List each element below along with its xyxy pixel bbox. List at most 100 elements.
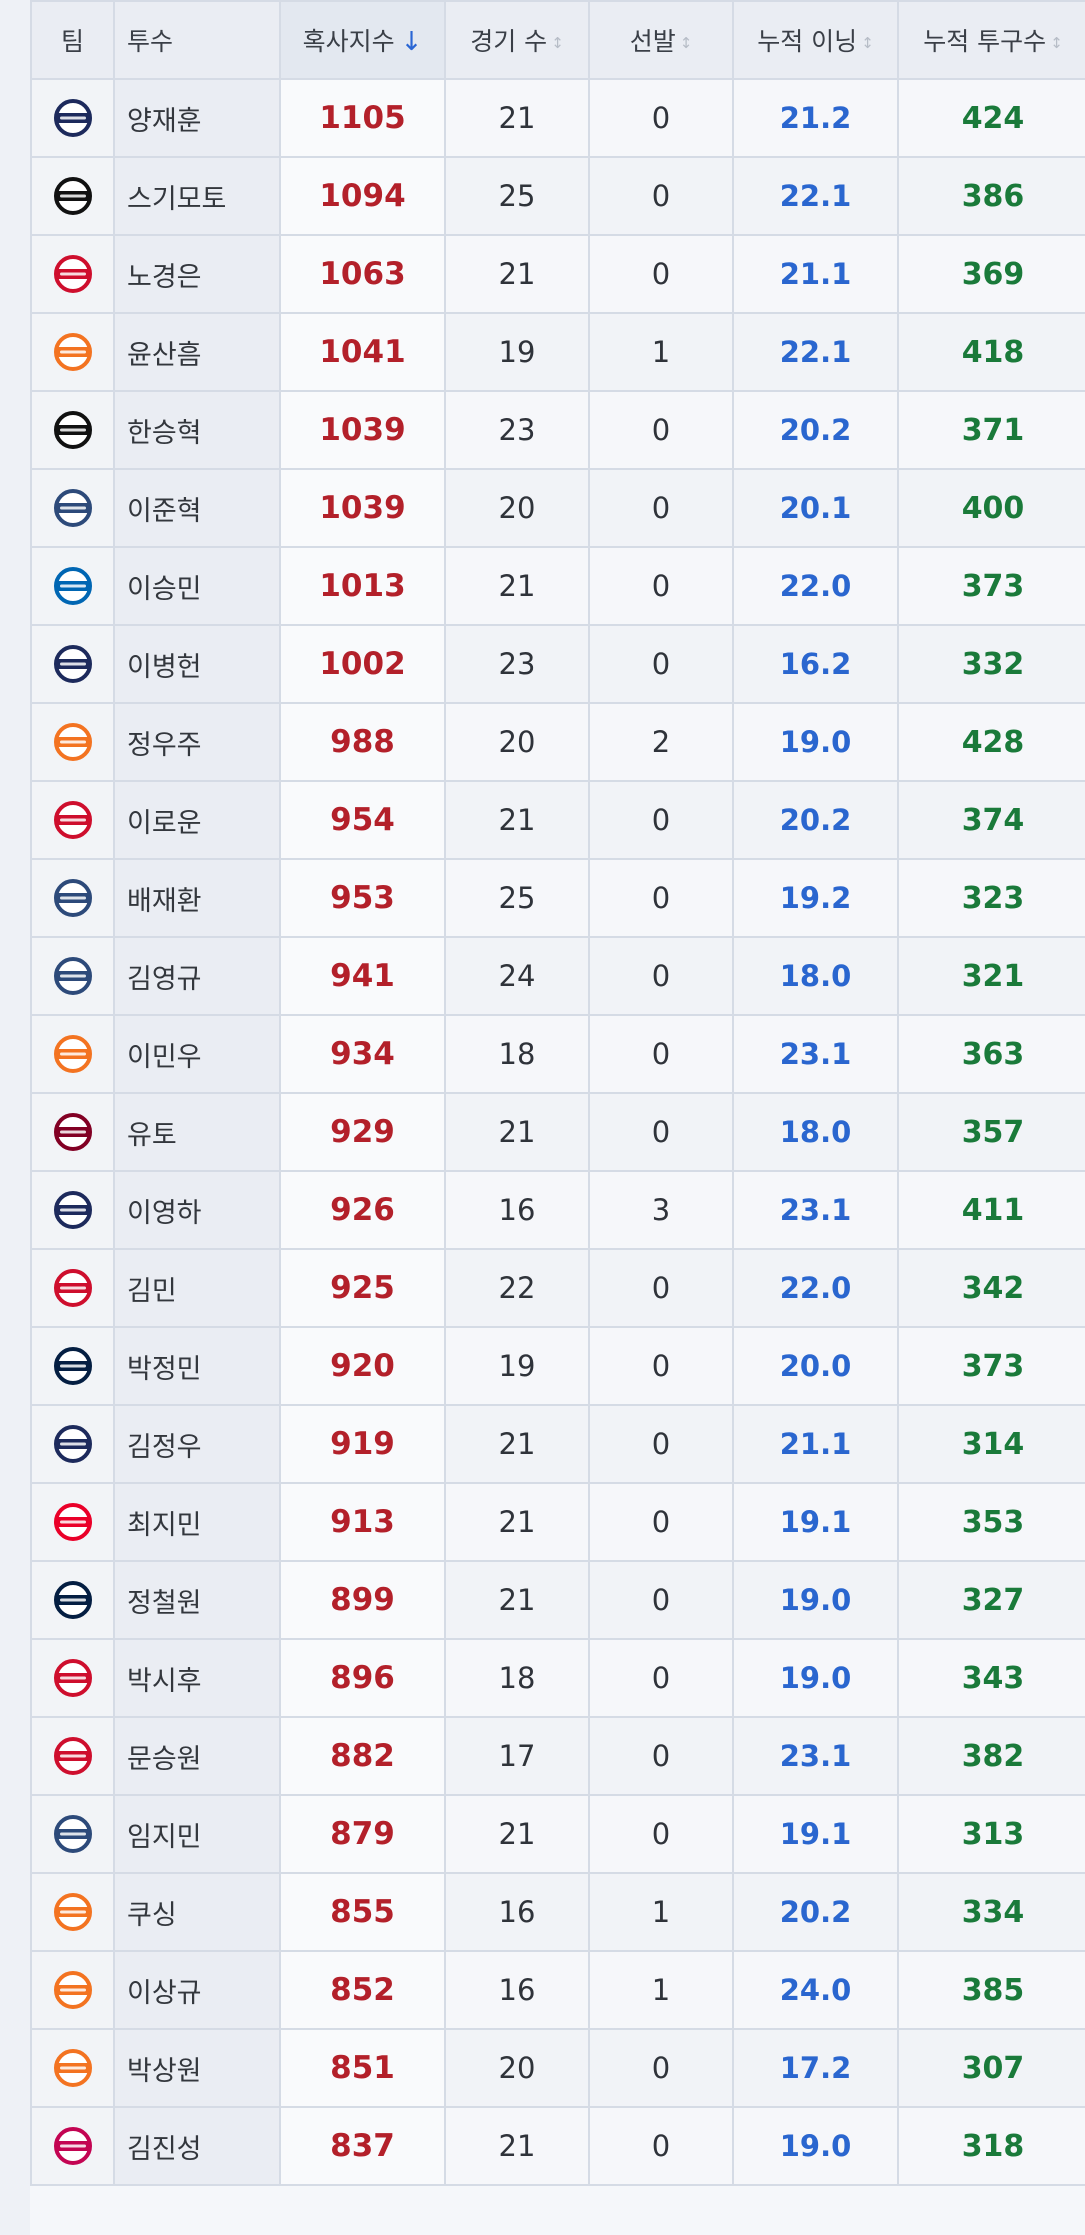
pitches-value: 371 — [897, 390, 1085, 470]
header-games[interactable]: 경기 수 ↕ — [444, 0, 590, 80]
pitcher-name: 이승민 — [113, 546, 281, 626]
innings-value: 20.1 — [732, 468, 899, 548]
pitcher-name: 박상원 — [113, 2028, 281, 2108]
pitches-value: 332 — [897, 624, 1085, 704]
team-cell — [30, 546, 115, 626]
team-cell — [30, 1248, 115, 1328]
games-value: 23 — [444, 390, 590, 470]
team-logo-dinos-icon — [52, 487, 94, 529]
team-cell — [30, 936, 115, 1016]
starts-value: 0 — [588, 1482, 734, 1562]
team-logo-dinos-icon — [52, 955, 94, 997]
games-value: 16 — [444, 1170, 590, 1250]
team-logo-kt-wiz-icon — [52, 175, 94, 217]
team-cell — [30, 2106, 115, 2186]
team-cell — [30, 1482, 115, 1562]
strikeout-index-value: 1039 — [279, 468, 446, 548]
pitches-value: 386 — [897, 156, 1085, 236]
games-value: 21 — [444, 1404, 590, 1484]
games-value: 19 — [444, 1326, 590, 1406]
games-value: 21 — [444, 780, 590, 860]
pitcher-name: 배재환 — [113, 858, 281, 938]
games-value: 20 — [444, 468, 590, 548]
header-strikeout-index[interactable]: 혹사지수 ↓ — [279, 0, 446, 80]
pitches-value: 373 — [897, 546, 1085, 626]
team-cell — [30, 468, 115, 548]
innings-value: 19.2 — [732, 858, 899, 938]
header-team: 팀 — [30, 0, 115, 80]
pitches-value: 318 — [897, 2106, 1085, 2186]
pitcher-name: 유토 — [113, 1092, 281, 1172]
strikeout-index-value: 929 — [279, 1092, 446, 1172]
table-row: 김영규 941 24 0 18.0 321 — [30, 936, 1085, 1016]
table-row: 임지민 879 21 0 19.1 313 — [30, 1794, 1085, 1874]
pitcher-name: 문승원 — [113, 1716, 281, 1796]
games-value: 21 — [444, 234, 590, 314]
pitcher-name: 박정민 — [113, 1326, 281, 1406]
table-row: 박정민 920 19 0 20.0 373 — [30, 1326, 1085, 1406]
starts-value: 0 — [588, 1638, 734, 1718]
team-cell — [30, 1014, 115, 1094]
pitches-value: 418 — [897, 312, 1085, 392]
pitcher-name: 김정우 — [113, 1404, 281, 1484]
games-value: 21 — [444, 1560, 590, 1640]
team-logo-eagles-icon — [52, 2047, 94, 2089]
games-value: 21 — [444, 1794, 590, 1874]
starts-value: 0 — [588, 1404, 734, 1484]
pitcher-stats-table: 팀 투수 혹사지수 ↓ 경기 수 ↕ 선발 ↕ 누적 이닝 ↕ 누적 투구수 ↕ 양재훈 1… — [30, 0, 1085, 2186]
starts-value: 0 — [588, 1716, 734, 1796]
table-row: 박시후 896 18 0 19.0 343 — [30, 1638, 1085, 1718]
team-cell — [30, 780, 115, 860]
innings-value: 24.0 — [732, 1950, 899, 2030]
pitcher-name: 윤산흠 — [113, 312, 281, 392]
innings-value: 21.1 — [732, 1404, 899, 1484]
innings-value: 21.2 — [732, 78, 899, 158]
pitcher-name: 이상규 — [113, 1950, 281, 2030]
innings-value: 17.2 — [732, 2028, 899, 2108]
table-row: 스기모토 1094 25 0 22.1 386 — [30, 156, 1085, 236]
header-pitches[interactable]: 누적 투구수 ↕ — [897, 0, 1085, 80]
strikeout-index-value: 920 — [279, 1326, 446, 1406]
pitcher-name: 노경은 — [113, 234, 281, 314]
starts-value: 0 — [588, 390, 734, 470]
table-row: 정철원 899 21 0 19.0 327 — [30, 1560, 1085, 1640]
pitches-value: 314 — [897, 1404, 1085, 1484]
team-logo-eagles-icon — [52, 721, 94, 763]
starts-value: 0 — [588, 2028, 734, 2108]
pitcher-name: 김진성 — [113, 2106, 281, 2186]
team-logo-landers-icon — [52, 1267, 94, 1309]
pitcher-name: 스기모토 — [113, 156, 281, 236]
header-innings[interactable]: 누적 이닝 ↕ — [732, 0, 899, 80]
team-logo-twins-icon — [52, 2125, 94, 2167]
strikeout-index-value: 1002 — [279, 624, 446, 704]
innings-value: 16.2 — [732, 624, 899, 704]
team-logo-landers-icon — [52, 253, 94, 295]
team-logo-bears-icon — [52, 1423, 94, 1465]
games-value: 21 — [444, 546, 590, 626]
team-cell — [30, 1092, 115, 1172]
team-logo-dinos-icon — [52, 877, 94, 919]
pitches-value: 385 — [897, 1950, 1085, 2030]
table-row: 쿠싱 855 16 1 20.2 334 — [30, 1872, 1085, 1952]
innings-value: 20.2 — [732, 780, 899, 860]
sort-indicator-icon: ↕ — [861, 34, 874, 52]
games-value: 20 — [444, 702, 590, 782]
header-starts[interactable]: 선발 ↕ — [588, 0, 734, 80]
games-value: 21 — [444, 2106, 590, 2186]
pitches-value: 400 — [897, 468, 1085, 548]
games-value: 23 — [444, 624, 590, 704]
strikeout-index-value: 1063 — [279, 234, 446, 314]
innings-value: 20.2 — [732, 1872, 899, 1952]
strikeout-index-value: 1041 — [279, 312, 446, 392]
games-value: 16 — [444, 1872, 590, 1952]
team-cell — [30, 1560, 115, 1640]
team-cell — [30, 1170, 115, 1250]
innings-value: 20.0 — [732, 1326, 899, 1406]
team-logo-dinos-icon — [52, 1813, 94, 1855]
pitcher-name: 한승혁 — [113, 390, 281, 470]
pitches-value: 357 — [897, 1092, 1085, 1172]
team-cell — [30, 390, 115, 470]
games-value: 18 — [444, 1014, 590, 1094]
innings-value: 22.0 — [732, 1248, 899, 1328]
games-value: 17 — [444, 1716, 590, 1796]
